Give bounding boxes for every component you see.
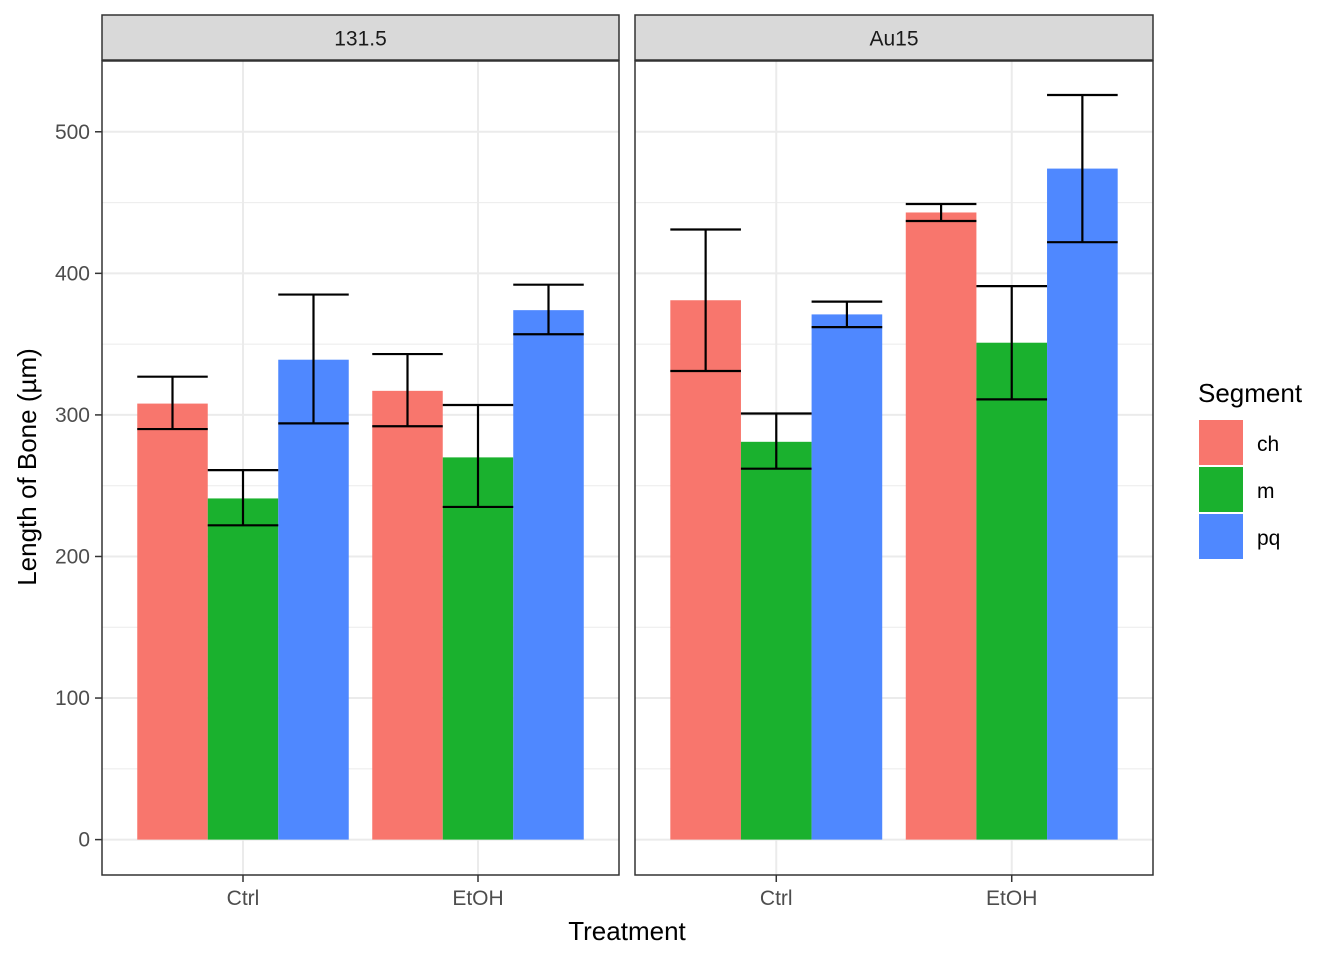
bar-Au15-EtOH-pq (1047, 168, 1118, 840)
x-axis-title: Treatment (568, 916, 686, 946)
x-tick-label: EtOH (986, 887, 1037, 910)
legend-swatch (1199, 514, 1243, 559)
facet-strip (634, 14, 1154, 61)
error-bar-Au15-EtOH-ch (905, 202, 977, 223)
bar-131.5-Ctrl-ch (137, 403, 208, 840)
y-tick-label: 400 (55, 262, 90, 285)
bar-131.5-Ctrl-m (207, 498, 279, 840)
facet-strip-label: Au15 (869, 28, 918, 51)
error-bar-131.5-Ctrl-m (207, 469, 279, 527)
y-axis: 0 100 200 300 400 500 (55, 121, 102, 852)
bar-131.5-Ctrl-pq (278, 359, 349, 840)
bar-Au15-Ctrl-ch (670, 300, 741, 840)
error-bar-131.5-EtOH-pq (513, 283, 584, 336)
error-bar-131.5-EtOH-m (442, 403, 514, 509)
legend: Segment ch m pq (1198, 378, 1303, 559)
error-bar-Au15-Ctrl-ch (670, 228, 741, 373)
y-tick-label: 500 (55, 121, 90, 144)
bar-131.5-EtOH-ch (372, 390, 443, 840)
legend-entry-ch: ch (1199, 420, 1279, 465)
bar-Au15-Ctrl-pq (811, 314, 883, 840)
error-bar-131.5-EtOH-ch (372, 352, 443, 428)
facet-panel-131.5: 131.5 Ctrl EtOH (101, 14, 620, 910)
bar-Au15-Ctrl-m (740, 441, 812, 840)
x-tick-label: EtOH (452, 887, 503, 910)
legend-swatch (1199, 420, 1243, 465)
facet-panel-Au15: Au15 Ctrl EtOH (634, 14, 1154, 910)
legend-entry-m: m (1199, 467, 1275, 512)
legend-swatch (1199, 467, 1243, 512)
panels-layer: 131.5 Ctrl EtOH Au15 Ctrl EtOH (101, 14, 1154, 910)
legend-title: Segment (1198, 378, 1303, 408)
legend-label: pq (1257, 527, 1280, 550)
error-bar-131.5-Ctrl-ch (137, 375, 208, 431)
legend-label: ch (1257, 433, 1279, 456)
facet-strip (101, 14, 620, 61)
legend-entry-pq: pq (1199, 514, 1280, 559)
y-axis-title: Length of Bone (µm) (12, 348, 42, 586)
bar-Au15-EtOH-m (976, 342, 1048, 840)
y-tick-label: 100 (55, 687, 90, 710)
error-bar-Au15-Ctrl-pq (811, 300, 883, 329)
bar-131.5-EtOH-m (442, 457, 514, 840)
y-tick-label: 300 (55, 404, 90, 427)
panel-border (634, 60, 1154, 876)
error-bar-Au15-Ctrl-m (740, 412, 812, 470)
x-tick-label: Ctrl (760, 887, 793, 910)
legend-label: m (1257, 480, 1275, 503)
y-tick-label: 0 (78, 829, 90, 852)
bar-Au15-EtOH-ch (905, 212, 977, 840)
y-tick-label: 200 (55, 545, 90, 568)
error-bar-Au15-EtOH-pq (1047, 93, 1118, 244)
facet-strip-label: 131.5 (334, 28, 387, 51)
x-tick-label: Ctrl (227, 887, 260, 910)
error-bar-131.5-Ctrl-pq (278, 293, 349, 425)
legend-entries: ch m pq (1199, 420, 1280, 559)
bar-131.5-EtOH-pq (513, 310, 584, 840)
error-bar-Au15-EtOH-m (976, 284, 1048, 401)
panel-border (101, 60, 620, 876)
